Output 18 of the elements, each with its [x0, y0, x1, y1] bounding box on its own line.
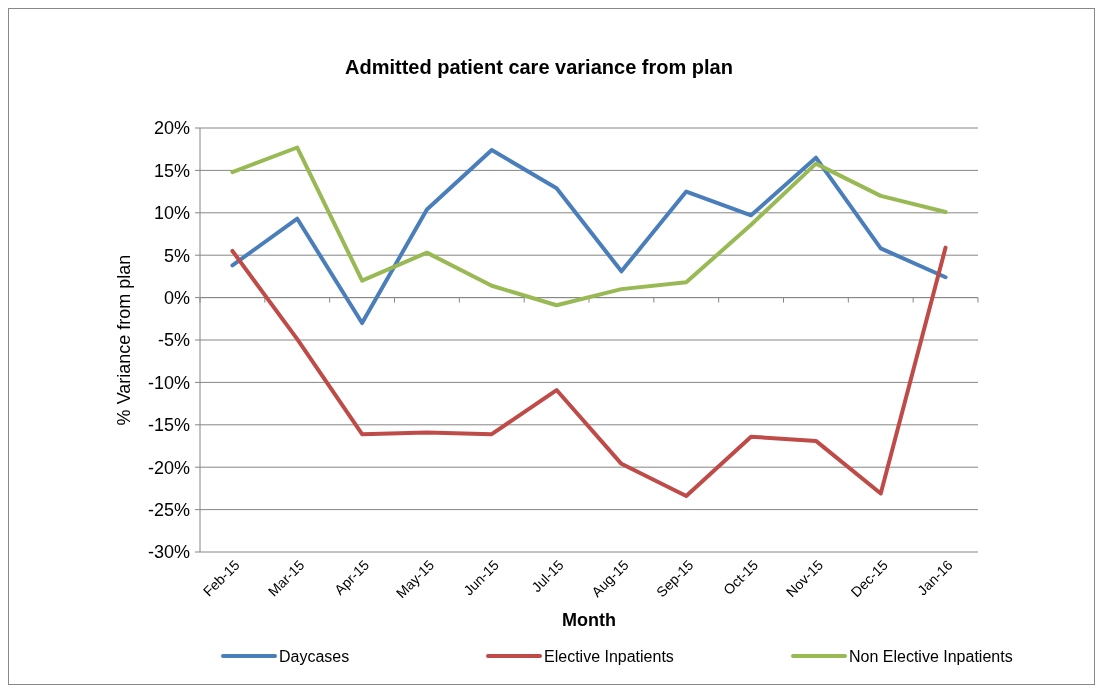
x-axis-title: Month [562, 610, 616, 630]
y-tick-label: -20% [147, 457, 190, 478]
y-axis-title: % Variance from plan [114, 254, 134, 426]
chart-title: Admitted patient care variance from plan [345, 56, 733, 78]
y-tick-label: 10% [153, 203, 190, 224]
legend-label: Elective Inpatients [544, 647, 674, 665]
legend-label: Non Elective Inpatients [849, 647, 1013, 665]
legend-label: Daycases [279, 647, 350, 665]
y-tick-label: 15% [153, 160, 190, 181]
y-tick-label: -10% [147, 372, 190, 393]
line-series [230, 245, 948, 499]
y-tick-label: -30% [147, 542, 190, 563]
y-tick-label: -5% [157, 330, 190, 351]
y-tick-label: -25% [147, 499, 190, 520]
y-tick-label: -15% [147, 415, 190, 436]
y-tick-label: 5% [163, 245, 190, 266]
y-tick-label: 0% [163, 287, 190, 308]
y-tick-label: 20% [153, 118, 190, 139]
